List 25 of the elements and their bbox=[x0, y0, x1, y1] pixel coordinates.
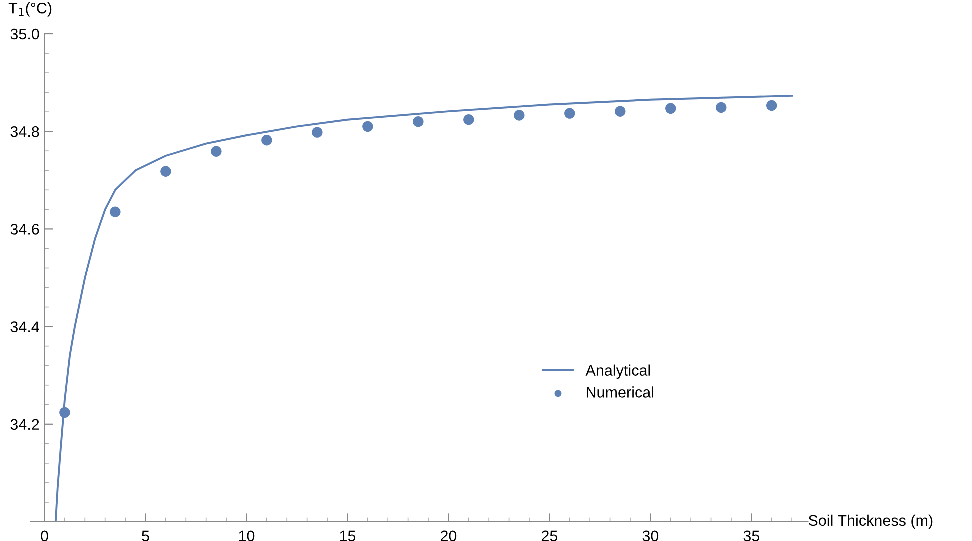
point bbox=[716, 102, 727, 114]
legend-label: Numerical bbox=[586, 386, 654, 398]
x-axis-title: Soil Thickness (m) bbox=[808, 514, 933, 530]
point bbox=[60, 407, 70, 418]
y-tick-label: 34.2 bbox=[10, 419, 40, 430]
point bbox=[362, 121, 374, 132]
point bbox=[262, 135, 272, 146]
y-tick-label: 34.6 bbox=[10, 224, 40, 235]
point bbox=[160, 166, 172, 177]
point bbox=[110, 206, 121, 218]
point bbox=[464, 114, 474, 126]
y-axis-title: T$_{1}$(°C) bbox=[8, 2, 52, 17]
y-tick-label: 34.4 bbox=[10, 322, 40, 332]
point bbox=[413, 116, 424, 128]
point bbox=[666, 103, 676, 114]
point bbox=[564, 108, 576, 119]
point bbox=[312, 127, 323, 138]
point bbox=[211, 146, 222, 157]
y-tick-label: 35.0 bbox=[10, 28, 40, 40]
point bbox=[514, 110, 525, 121]
legend-label: Analytical bbox=[586, 364, 650, 380]
y-tick-label: 34.8 bbox=[10, 126, 40, 138]
line-series bbox=[54, 95, 794, 522]
point bbox=[766, 100, 778, 112]
point bbox=[615, 106, 626, 117]
